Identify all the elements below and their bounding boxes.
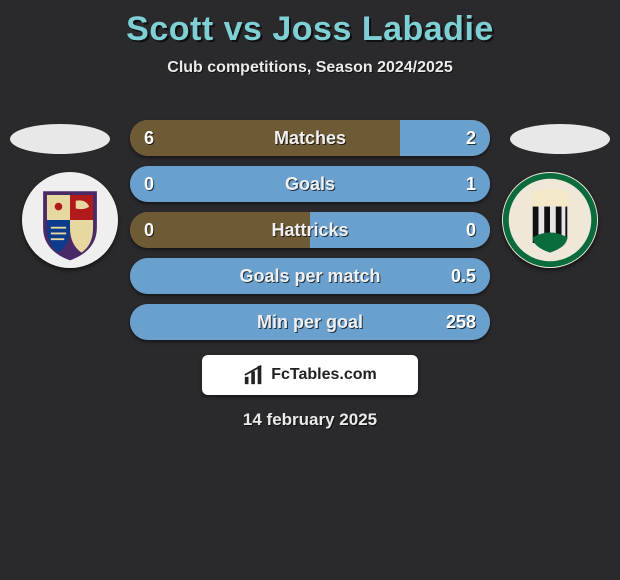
club-crest-right [502, 172, 598, 268]
stat-row-min-per-goal: Min per goal 258 [130, 304, 490, 340]
chart-icon [243, 364, 265, 386]
page: Scott vs Joss Labadie Club competitions,… [0, 0, 620, 580]
stat-value-left: 6 [144, 120, 154, 156]
stat-label: Goals per match [239, 258, 380, 294]
stat-value-right: 0 [466, 212, 476, 248]
player-right-avatar [510, 124, 610, 154]
stat-label: Goals [285, 166, 335, 202]
stat-value-right: 258 [446, 304, 476, 340]
stat-value-right: 2 [466, 120, 476, 156]
date-text: 14 february 2025 [243, 410, 377, 430]
stat-row-matches: Matches 6 2 [130, 120, 490, 156]
stat-value-right: 0.5 [451, 258, 476, 294]
stat-value-left: 0 [144, 212, 154, 248]
bar-segment-left [130, 120, 400, 156]
stat-label: Min per goal [257, 304, 363, 340]
page-subtitle: Club competitions, Season 2024/2025 [0, 59, 620, 77]
stat-row-hattricks: Hattricks 0 0 [130, 212, 490, 248]
stat-row-goals: Goals 0 1 [130, 166, 490, 202]
stat-row-goals-per-match: Goals per match 0.5 [130, 258, 490, 294]
player-left-avatar [10, 124, 110, 154]
stat-value-left: 0 [144, 166, 154, 202]
stat-value-right: 1 [466, 166, 476, 202]
fctables-logo[interactable]: FcTables.com [202, 355, 418, 395]
stat-label: Matches [274, 120, 346, 156]
shield-icon [502, 172, 598, 268]
logo-text: FcTables.com [271, 366, 377, 384]
comparison-bars: Matches 6 2 Goals 0 1 Hattricks 0 0 Goals per mat… [130, 120, 490, 350]
stat-label: Hattricks [271, 212, 348, 248]
page-title: Scott vs Joss Labadie [0, 0, 620, 49]
bar-segment-right [400, 120, 490, 156]
club-crest-left [22, 172, 118, 268]
shield-icon [22, 172, 118, 268]
